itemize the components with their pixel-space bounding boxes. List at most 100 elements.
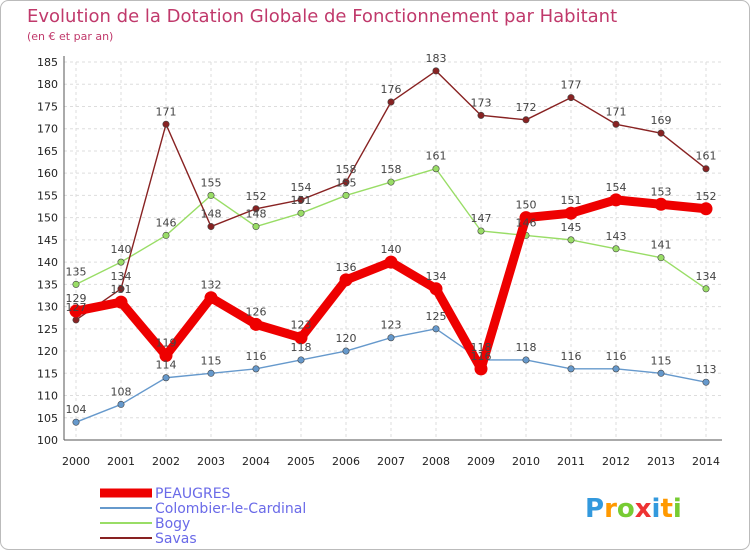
data-label: 155 xyxy=(336,176,357,189)
data-point xyxy=(387,98,395,106)
data-point xyxy=(387,178,395,186)
data-label: 108 xyxy=(111,385,132,398)
data-label: 154 xyxy=(291,181,312,194)
plot-area: 100 105 110 115 120 125 130 135 140 145 150 155 160 1… xyxy=(37,52,722,468)
data-point xyxy=(432,325,440,333)
y-tick-label: 180 xyxy=(37,78,58,91)
data-label: 145 xyxy=(561,221,582,234)
data-label: 153 xyxy=(651,185,672,198)
x-tick-label: 2010 xyxy=(512,455,540,468)
data-label: 123 xyxy=(291,319,312,332)
x-tick-label: 2006 xyxy=(332,455,360,468)
data-label: 135 xyxy=(66,265,87,278)
y-tick-label: 175 xyxy=(37,100,58,113)
data-label: 114 xyxy=(156,359,177,372)
data-point xyxy=(69,304,83,318)
legend-label: PEAUGRES xyxy=(155,486,231,502)
data-label: 120 xyxy=(336,332,357,345)
data-label: 171 xyxy=(156,105,177,118)
logo-letter: x xyxy=(635,494,652,524)
y-tick-label: 110 xyxy=(37,390,58,403)
data-label: 152 xyxy=(246,190,267,203)
data-point xyxy=(657,129,665,137)
data-label: 148 xyxy=(246,208,267,221)
data-point xyxy=(162,231,170,239)
data-label: 141 xyxy=(651,239,672,252)
data-label: 161 xyxy=(426,150,447,163)
y-tick-label: 130 xyxy=(37,301,58,314)
x-tick-label: 2011 xyxy=(557,455,585,468)
data-label: 116 xyxy=(246,350,267,363)
logo-letter: o xyxy=(617,494,635,524)
y-tick-label: 115 xyxy=(37,367,58,380)
data-label: 161 xyxy=(696,150,717,163)
logo-letter: t xyxy=(660,494,672,524)
data-point xyxy=(117,258,125,266)
y-tick-label: 185 xyxy=(37,56,58,69)
data-point xyxy=(612,365,620,373)
y-tick-label: 155 xyxy=(37,189,58,202)
data-label: 177 xyxy=(561,79,582,92)
data-point xyxy=(297,356,305,364)
data-label: 136 xyxy=(336,261,357,274)
data-point xyxy=(567,94,575,102)
legend-label: Savas xyxy=(155,531,197,547)
data-label: 173 xyxy=(471,96,492,109)
data-point xyxy=(342,191,350,199)
logo-letter: i xyxy=(673,494,682,524)
chart-subtitle: (en € et par an) xyxy=(27,30,113,43)
data-point xyxy=(699,202,713,216)
data-point xyxy=(342,178,350,186)
data-label: 115 xyxy=(651,354,672,367)
data-label: 151 xyxy=(291,194,312,207)
y-tick-label: 145 xyxy=(37,234,58,247)
x-tick-label: 2014 xyxy=(692,455,720,468)
data-point xyxy=(612,245,620,253)
data-point xyxy=(387,334,395,342)
y-tick-label: 140 xyxy=(37,256,58,269)
x-tick-label: 2002 xyxy=(152,455,180,468)
data-label: 132 xyxy=(201,279,222,292)
data-point xyxy=(207,369,215,377)
data-point xyxy=(252,365,260,373)
data-point xyxy=(294,331,308,345)
data-label: 150 xyxy=(516,199,537,212)
data-point xyxy=(297,209,305,217)
legend-label: Colombier-le-Cardinal xyxy=(155,501,306,517)
x-tick-label: 2009 xyxy=(467,455,495,468)
data-point xyxy=(72,316,80,324)
data-label: 172 xyxy=(516,101,537,114)
data-point xyxy=(702,378,710,386)
x-tick-label: 2003 xyxy=(197,455,225,468)
data-label: 125 xyxy=(426,310,447,323)
y-tick-label: 105 xyxy=(37,412,58,425)
data-label: 134 xyxy=(111,270,132,283)
data-point xyxy=(474,362,488,376)
y-tick-label: 170 xyxy=(37,123,58,136)
data-point xyxy=(207,191,215,199)
logo-letter: i xyxy=(652,494,661,524)
data-label: 152 xyxy=(696,190,717,203)
data-point xyxy=(117,400,125,408)
logo-text: Proxiti xyxy=(585,494,682,524)
data-point xyxy=(567,236,575,244)
y-tick-label: 125 xyxy=(37,323,58,336)
data-point xyxy=(657,369,665,377)
data-point xyxy=(159,349,173,363)
data-point xyxy=(72,418,80,426)
data-label: 140 xyxy=(381,243,402,256)
data-label: 158 xyxy=(336,163,357,176)
y-tick-label: 160 xyxy=(37,167,58,180)
data-point xyxy=(339,273,353,287)
data-label: 131 xyxy=(111,283,132,296)
data-point xyxy=(657,254,665,262)
data-label: 171 xyxy=(606,105,627,118)
x-tick-label: 2005 xyxy=(287,455,315,468)
y-tick-label: 100 xyxy=(37,434,58,447)
data-point xyxy=(564,206,578,220)
data-label: 134 xyxy=(696,270,717,283)
data-label: 148 xyxy=(201,208,222,221)
data-label: 169 xyxy=(651,114,672,127)
data-label: 147 xyxy=(471,212,492,225)
data-label: 146 xyxy=(516,216,537,229)
